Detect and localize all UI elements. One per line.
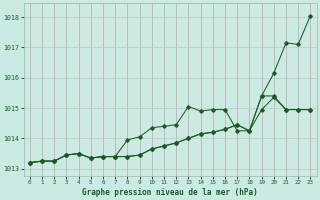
X-axis label: Graphe pression niveau de la mer (hPa): Graphe pression niveau de la mer (hPa) — [82, 188, 258, 197]
